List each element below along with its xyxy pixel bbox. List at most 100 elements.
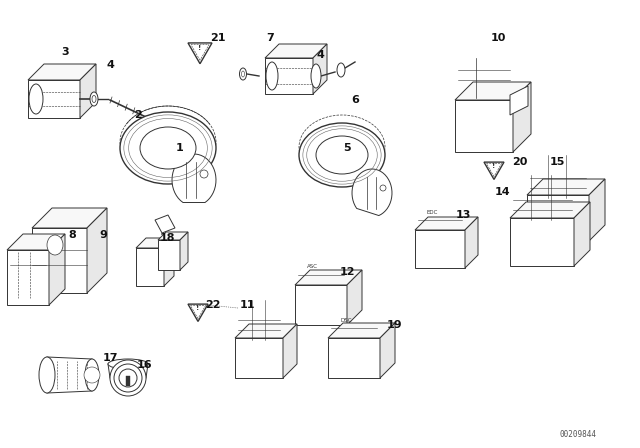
Text: 8: 8 — [68, 230, 76, 240]
Circle shape — [200, 170, 208, 178]
Ellipse shape — [311, 64, 321, 88]
Ellipse shape — [241, 71, 244, 77]
Polygon shape — [32, 208, 107, 228]
Polygon shape — [188, 304, 208, 321]
Polygon shape — [510, 86, 528, 115]
Circle shape — [380, 185, 386, 191]
Polygon shape — [415, 230, 465, 268]
Polygon shape — [172, 154, 216, 202]
Ellipse shape — [239, 68, 246, 80]
Text: 1: 1 — [176, 143, 184, 153]
Ellipse shape — [85, 359, 99, 391]
Text: 4: 4 — [316, 50, 324, 60]
Text: 7: 7 — [266, 33, 274, 43]
Ellipse shape — [316, 136, 368, 174]
Polygon shape — [589, 179, 605, 241]
Polygon shape — [455, 100, 513, 152]
Ellipse shape — [90, 92, 98, 106]
Ellipse shape — [119, 369, 137, 387]
Text: 2: 2 — [134, 110, 142, 120]
Text: 11: 11 — [239, 300, 255, 310]
Polygon shape — [313, 44, 327, 94]
Text: 10: 10 — [490, 33, 506, 43]
Ellipse shape — [120, 112, 216, 184]
Text: 5: 5 — [343, 143, 351, 153]
Polygon shape — [7, 234, 65, 250]
Polygon shape — [158, 240, 180, 270]
Polygon shape — [510, 218, 574, 266]
Polygon shape — [415, 217, 478, 230]
Polygon shape — [484, 162, 504, 180]
Text: !: ! — [196, 305, 200, 311]
Polygon shape — [7, 250, 49, 305]
Polygon shape — [283, 324, 297, 378]
Ellipse shape — [266, 62, 278, 90]
Text: !: ! — [492, 163, 495, 169]
Text: 17: 17 — [102, 353, 118, 363]
Polygon shape — [136, 238, 174, 248]
Bar — [126, 376, 130, 386]
Polygon shape — [380, 323, 395, 378]
Text: 6: 6 — [351, 95, 359, 105]
Polygon shape — [42, 355, 92, 395]
Polygon shape — [235, 338, 283, 378]
Text: 4: 4 — [106, 60, 114, 70]
Polygon shape — [574, 202, 590, 266]
Polygon shape — [295, 285, 347, 325]
Text: 13: 13 — [455, 210, 470, 220]
Text: 22: 22 — [205, 300, 221, 310]
Text: 19: 19 — [387, 320, 403, 330]
Text: 18: 18 — [159, 233, 175, 243]
Polygon shape — [155, 215, 175, 233]
Polygon shape — [328, 323, 395, 338]
Ellipse shape — [110, 360, 146, 396]
Polygon shape — [136, 248, 164, 286]
Circle shape — [84, 367, 100, 383]
Polygon shape — [527, 195, 589, 241]
Text: EDC: EDC — [426, 210, 438, 215]
Polygon shape — [188, 43, 212, 64]
Ellipse shape — [337, 63, 345, 77]
Ellipse shape — [108, 359, 148, 369]
Polygon shape — [180, 232, 188, 270]
Polygon shape — [28, 80, 80, 118]
Ellipse shape — [29, 84, 43, 114]
Polygon shape — [527, 179, 605, 195]
Polygon shape — [32, 228, 87, 293]
Polygon shape — [455, 82, 531, 100]
Ellipse shape — [39, 357, 55, 393]
Text: 9: 9 — [99, 230, 107, 240]
Ellipse shape — [114, 364, 142, 392]
Ellipse shape — [92, 95, 96, 103]
Polygon shape — [328, 338, 380, 378]
Ellipse shape — [299, 123, 385, 187]
Text: 21: 21 — [211, 33, 226, 43]
Ellipse shape — [140, 127, 196, 169]
Text: 15: 15 — [549, 157, 564, 167]
Polygon shape — [158, 232, 188, 240]
Polygon shape — [235, 324, 297, 338]
Polygon shape — [28, 64, 96, 80]
Text: 20: 20 — [512, 157, 528, 167]
Polygon shape — [295, 270, 362, 285]
Polygon shape — [80, 64, 96, 118]
Polygon shape — [49, 234, 65, 305]
Polygon shape — [347, 270, 362, 325]
Polygon shape — [513, 82, 531, 152]
Text: 12: 12 — [339, 267, 355, 277]
Polygon shape — [465, 217, 478, 268]
Polygon shape — [510, 202, 590, 218]
Polygon shape — [265, 58, 313, 94]
Ellipse shape — [47, 235, 63, 255]
Polygon shape — [164, 238, 174, 286]
Polygon shape — [87, 208, 107, 293]
Polygon shape — [265, 44, 327, 58]
Text: !: ! — [198, 45, 202, 51]
Polygon shape — [352, 169, 392, 215]
Text: DSC: DSC — [340, 318, 352, 323]
Text: 00209844: 00209844 — [559, 430, 596, 439]
Text: 3: 3 — [61, 47, 69, 57]
Text: ASC: ASC — [307, 263, 317, 268]
Text: 16: 16 — [137, 360, 153, 370]
Text: 14: 14 — [495, 187, 511, 197]
